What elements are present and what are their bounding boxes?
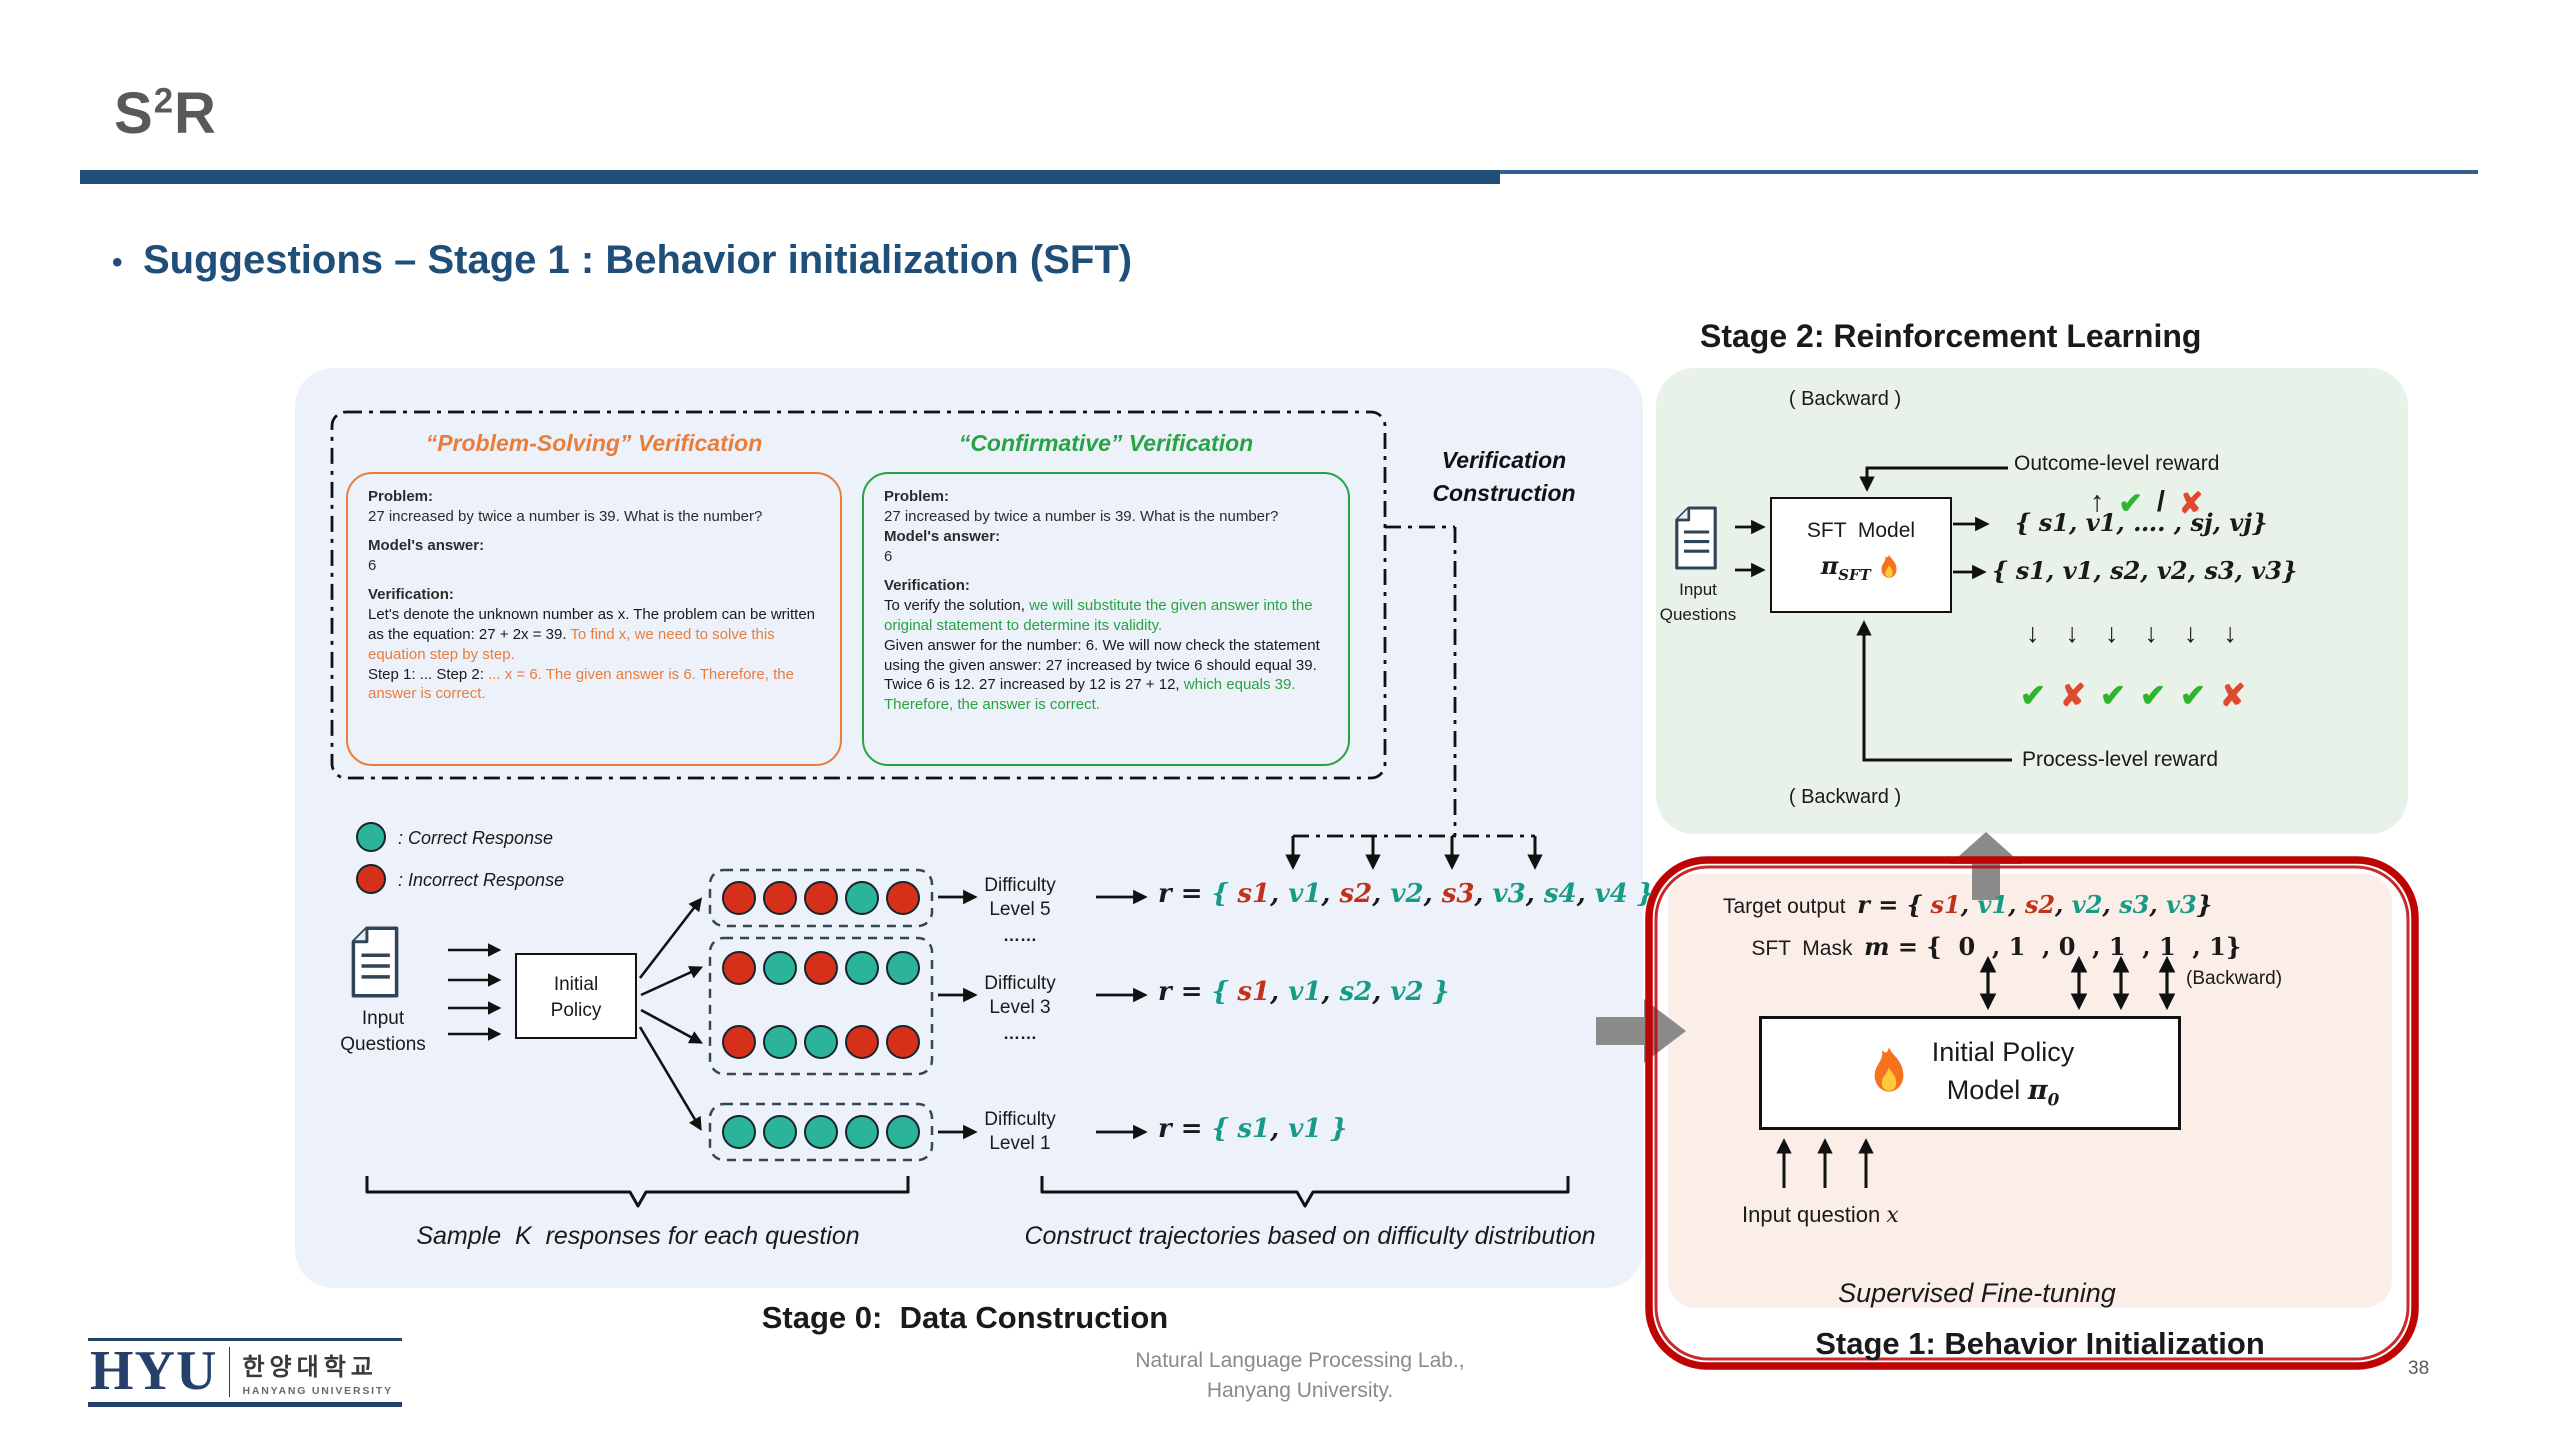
sft-model-box: SFT Model πSFT bbox=[1770, 497, 1952, 613]
response-row bbox=[722, 881, 920, 915]
model-answer-label: Model's answer: bbox=[368, 536, 485, 554]
problem-text: 27 increased by twice a number is 39. Wh… bbox=[368, 507, 763, 525]
verification-label: Verification: bbox=[368, 585, 454, 603]
difficulty-level-1: Difficulty Level 1 bbox=[984, 1109, 1056, 1154]
header-rule-thin bbox=[1500, 170, 2478, 174]
caption-sample-responses: Sample K responses for each question bbox=[416, 1222, 860, 1250]
footer-lab-credit: Natural Language Processing Lab., Hanyan… bbox=[1135, 1349, 1465, 1403]
backward-label: (Backward) bbox=[2186, 968, 2283, 989]
process-reward-label: Process-level reward bbox=[2022, 748, 2219, 771]
verification-label: Verification: bbox=[884, 576, 970, 594]
logo-english-text: HANYANG UNIVERSITY bbox=[242, 1384, 393, 1397]
rl-sequence-sample: { s1, v1, s2, v2, s3, v3} bbox=[1992, 556, 2298, 585]
initial-policy-box: Initial Policy bbox=[515, 953, 637, 1039]
fire-icon bbox=[1874, 1047, 1904, 1092]
verification-text-1: Let's denote the unknown number as x. Th… bbox=[368, 605, 816, 663]
title-r: R bbox=[174, 81, 217, 146]
outcome-mark-row: ↑ ✔ / ✘ bbox=[2090, 486, 2204, 520]
response-group-box-level5 bbox=[708, 868, 934, 928]
document-icon bbox=[351, 926, 399, 998]
hyu-logo: HYU 한양대학교 HANYANG UNIVERSITY bbox=[88, 1338, 402, 1408]
rl-sequence-general: { s1, v1, …. , sj, vj} bbox=[2015, 508, 2268, 537]
problem-verification-title: “Problem-Solving” Verification bbox=[425, 430, 763, 456]
legend-incorrect-icon bbox=[356, 864, 386, 894]
target-output-formula: r = { s1, v1, s2, v2, s3, v3} bbox=[1857, 890, 2213, 919]
verification-text-2: Step 1: ... Step 2: ... x = 6. The given… bbox=[368, 665, 794, 703]
slide-heading: Suggestions – Stage 1 : Behavior initial… bbox=[143, 238, 1133, 282]
process-arrow-row: ↓ ↓ ↓ ↓ ↓ ↓ bbox=[2026, 618, 2237, 648]
stage2-title: Stage 2: Reinforcement Learning bbox=[1700, 318, 2202, 354]
legend-correct-label: : Correct Response bbox=[398, 828, 554, 848]
initial-policy-model-line2: Model π0 bbox=[1946, 1074, 2060, 1110]
legend-incorrect-label: : Incorrect Response bbox=[398, 870, 565, 890]
fire-icon bbox=[1881, 554, 1897, 578]
difficulty-level-3: Difficulty Level 3 bbox=[984, 973, 1056, 1018]
confirmative-verification-title: “Confirmative” Verification bbox=[958, 430, 1254, 456]
model-answer-label: Model's answer: bbox=[884, 527, 1001, 545]
trajectory-formula-level3: r = { s1, v1, s2, v2 } bbox=[1158, 977, 1450, 1007]
problem-text: 27 increased by twice a number is 39. Wh… bbox=[884, 507, 1279, 525]
backward-top-label: ( Backward ) bbox=[1788, 388, 1902, 410]
page-title: S2R bbox=[114, 80, 217, 147]
response-group-box-level3 bbox=[708, 936, 934, 1076]
page-number: 38 bbox=[2408, 1358, 2430, 1379]
trajectory-formula-level5: r = { s1, v1, s2, v2, s3, v3, s4, v4 } bbox=[1158, 879, 1654, 909]
stage1-red-border bbox=[1645, 856, 2419, 1370]
sft-mask-line: SFT Mask m = { 0 , 1 , 0 , 1 , 1 , 1} bbox=[1728, 908, 2241, 985]
logo-rule-bottom bbox=[88, 1402, 402, 1408]
verification-dashdot-box bbox=[330, 410, 1387, 780]
header-rule-thick bbox=[80, 170, 1500, 184]
input-questions-label: Input Questions bbox=[1659, 580, 1737, 624]
difficulty-level-5: Difficulty Level 5 bbox=[984, 875, 1056, 920]
document-icon bbox=[1675, 506, 1717, 570]
supervised-finetuning-caption: Supervised Fine-tuning bbox=[1838, 1278, 2116, 1308]
logo-rule-top bbox=[88, 1338, 402, 1341]
target-output-label: Target output bbox=[1722, 895, 1858, 918]
title-s: S bbox=[114, 81, 154, 146]
ellipsis-dots: …… bbox=[1003, 1024, 1037, 1043]
response-row bbox=[722, 951, 920, 985]
title-sup: 2 bbox=[153, 81, 175, 121]
trajectory-formula-level1: r = { s1, v1 } bbox=[1158, 1114, 1348, 1144]
backward-bottom-label: ( Backward ) bbox=[1788, 786, 1902, 808]
sft-mask-label: SFT Mask bbox=[1751, 937, 1865, 960]
confirmative-verification-box: Problem: 27 increased by twice a number … bbox=[862, 472, 1350, 766]
verification-text-1: To verify the solution, we will substitu… bbox=[884, 596, 1313, 634]
problem-label: Problem: bbox=[884, 488, 950, 505]
logo-korean-text: 한양대학교 bbox=[242, 1353, 378, 1381]
problem-label: Problem: bbox=[368, 488, 434, 505]
target-output-line: Target output r = { s1, v1, s2, v2, s3, … bbox=[1700, 866, 2212, 943]
legend-correct-icon bbox=[356, 822, 386, 852]
initial-policy-model-box: Initial Policy Model π0 bbox=[1759, 1016, 2181, 1130]
heading-bullet: • bbox=[112, 246, 123, 279]
response-group-box-level1 bbox=[708, 1102, 934, 1162]
gray-right-arrow bbox=[1596, 999, 1686, 1063]
stage0-title: Stage 0: Data Construction bbox=[761, 1300, 1169, 1335]
verification-construction-label: Verification Construction bbox=[1432, 447, 1576, 507]
logo-hyu-text: HYU bbox=[90, 1340, 218, 1402]
input-question-label: Input question x bbox=[1742, 1202, 1899, 1228]
caption-construct-trajectories: Construct trajectories based on difficul… bbox=[1024, 1222, 1596, 1250]
ellipsis-dots: …… bbox=[1003, 926, 1037, 945]
input-questions-label: Input Questions bbox=[340, 1008, 426, 1055]
response-row bbox=[722, 1025, 920, 1059]
problem-verification-box: Problem: 27 increased by twice a number … bbox=[346, 472, 842, 766]
model-answer-value: 6 bbox=[368, 556, 377, 574]
outcome-reward-label: Outcome-level reward bbox=[2014, 452, 2220, 475]
initial-policy-model-line1: Initial Policy bbox=[1931, 1037, 2075, 1068]
verification-text-2: Given answer for the number: 6. We will … bbox=[884, 636, 1320, 714]
stage1-title: Stage 1: Behavior Initialization bbox=[1815, 1326, 2265, 1361]
model-answer-value: 6 bbox=[884, 547, 893, 565]
process-mark-row: ✔ ✘ ✔ ✔ ✔ ✘ bbox=[2020, 678, 2246, 713]
response-row bbox=[722, 1115, 920, 1149]
sft-mask-formula: m = { 0 , 1 , 0 , 1 , 1 , 1} bbox=[1864, 932, 2242, 961]
pi-sft-symbol: πSFT bbox=[1820, 551, 1871, 584]
sft-model-label: SFT Model bbox=[1806, 519, 1916, 542]
